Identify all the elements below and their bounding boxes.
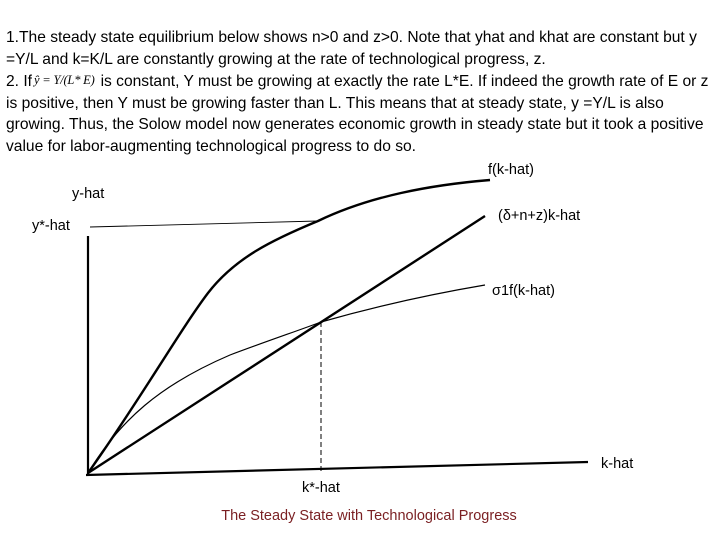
y-axis-label: y-hat [72, 186, 105, 202]
figure-caption: The Steady State with Technological Prog… [221, 508, 517, 524]
investment-line-label: (δ+n+z)k-hat [498, 208, 581, 224]
production-curve-label: f(k-hat) [488, 162, 534, 178]
saving-curve-label: σ1f(k-hat) [492, 283, 555, 299]
paragraph-2: 2. If ŷ = Y/(L* E) is constant, Y must be … [6, 70, 718, 157]
x-axis [85, 460, 589, 477]
investment-line [87, 214, 486, 475]
saving-curve [87, 284, 486, 474]
x-axis-label: k-hat [601, 456, 634, 472]
y-star-guide-line [89, 220, 319, 228]
paragraph-2-prefix: 2. If [6, 73, 33, 90]
y-star-label: y*-hat [32, 218, 70, 234]
production-curve [87, 178, 491, 474]
yhat-formula: ŷ = Y/(L* E) [34, 73, 95, 87]
paragraph-2-body: is constant, Y must be growing at exactl… [6, 73, 709, 155]
k-star-label: k*-hat [302, 480, 340, 496]
paragraph-1: 1.The steady state equilibrium below sho… [6, 29, 697, 68]
